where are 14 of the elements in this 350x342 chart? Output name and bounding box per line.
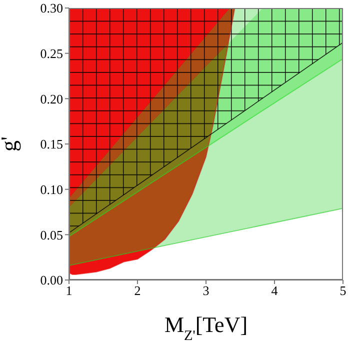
x-tick-label: 1	[66, 283, 72, 298]
y-tick-label: 0.15	[40, 136, 63, 152]
x-tick-label: 4	[271, 283, 278, 298]
x-axis-title: M$_{Z'}$[TeV]	[164, 312, 248, 342]
y-tick-label: 0.20	[40, 91, 63, 106]
x-tick-label: 2	[134, 283, 141, 298]
y-tick-label: 0.10	[40, 182, 63, 197]
y-axis-title: g'	[0, 136, 21, 152]
x-tick-label: 3	[202, 283, 210, 298]
x-tick-label: 5	[340, 283, 346, 298]
y-tick-label: 0.25	[40, 46, 63, 61]
y-tick-label: 0.30	[40, 0, 63, 16]
y-tick-label: 0.05	[40, 227, 63, 242]
y-tick-label: 0.00	[40, 272, 63, 288]
